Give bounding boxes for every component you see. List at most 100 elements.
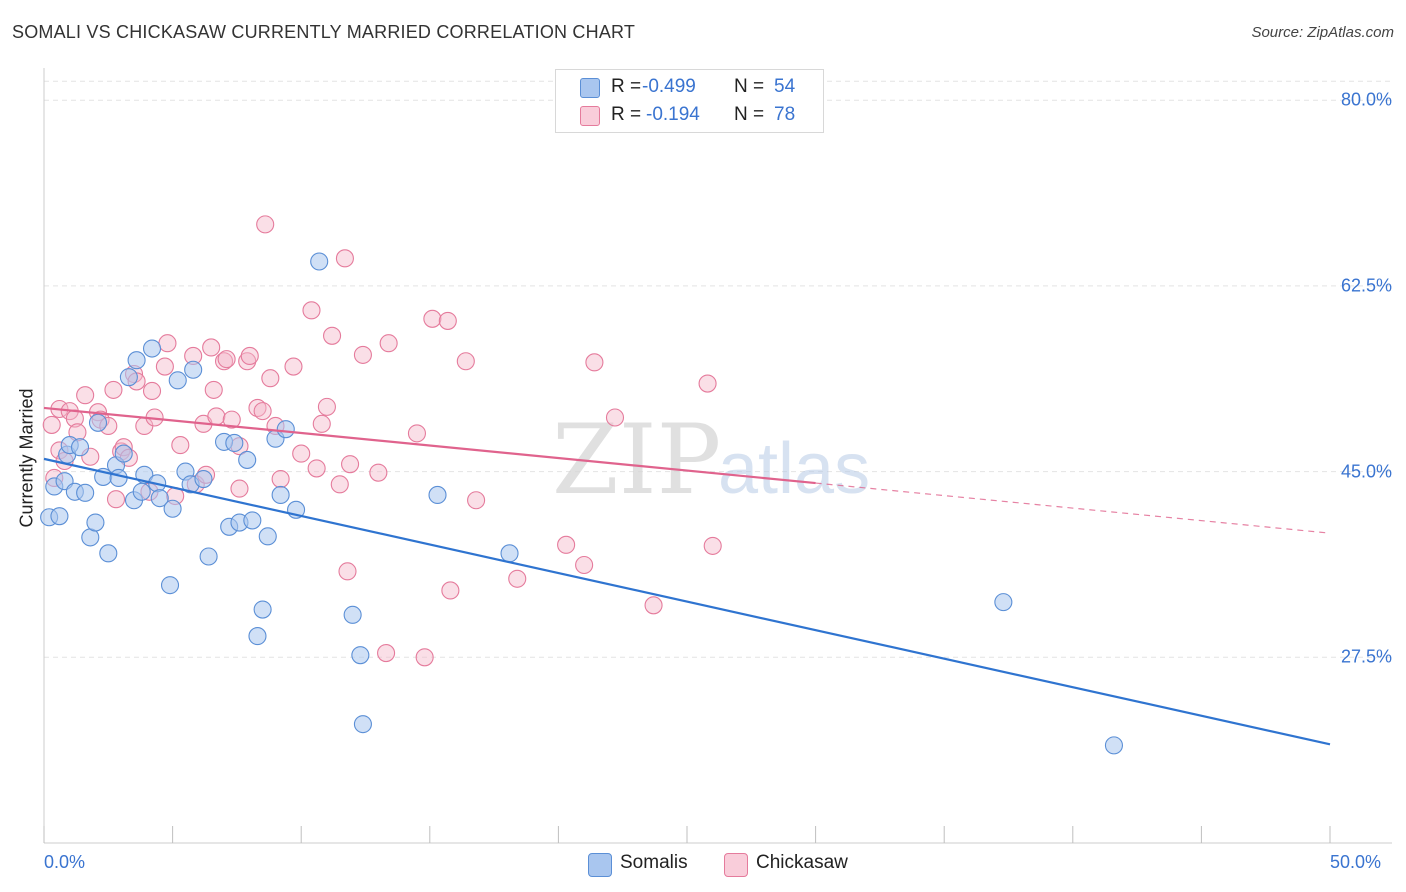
data-point [184,360,203,379]
data-point [214,352,234,371]
r-label: R = [611,76,642,97]
data-point [135,465,154,484]
r-label: R = [611,104,642,125]
data-point [42,415,61,434]
chickasaw-trend-line [43,406,816,485]
data-point [88,413,108,432]
data-point [163,499,182,518]
y-tick-label: 27.5% [1340,646,1392,667]
data-point [379,334,398,353]
y-tick-label: 62.5% [1340,275,1392,296]
data-point [243,511,262,530]
data-point [994,593,1013,612]
data-point [132,482,151,501]
stats-legend: R = -0.499 N = 54 R = -0.194 N = 78 [555,69,824,133]
data-point [106,490,126,509]
n-value-somalis: 54 [774,76,796,97]
data-point [284,357,303,376]
data-point [230,479,249,498]
data-point [127,351,146,370]
data-point [50,507,69,526]
data-point [415,648,434,667]
data-point [248,627,267,646]
data-point [500,544,519,563]
data-point [292,444,311,463]
data-point [377,644,396,663]
data-point [248,398,267,417]
data-point [456,352,475,371]
data-point [438,311,457,330]
data-point [253,600,272,619]
data-point [557,535,576,554]
y-tick-label: 45.0% [1340,461,1392,482]
data-point [240,346,259,366]
data-point [575,555,594,575]
data-point [204,380,223,399]
data-point [1104,736,1124,755]
data-point [441,581,460,600]
data-point [428,485,447,505]
data-point [150,489,169,508]
data-point [104,380,123,399]
chickasaw-legend-label: Chickasaw [756,852,848,873]
data-point [353,345,372,364]
chickasaw-legend-swatch [724,853,748,877]
axes [43,68,1392,844]
data-point [317,397,336,416]
data-point [109,468,128,488]
data-point [330,475,349,494]
watermark: ZIP atlas [552,404,870,516]
source-label: Source: ZipAtlas.com [1251,24,1394,41]
chart-title: SOMALI VS CHICKASAW CURRENTLY MARRIED CO… [12,22,636,42]
data-point [307,459,326,478]
data-point [256,215,275,234]
chickasaw-swatch [580,106,600,126]
data-point [353,715,372,734]
data-point [194,469,213,489]
data-point [271,469,290,489]
n-label: N = [734,76,765,97]
r-value-somalis: -0.499 [642,76,696,97]
data-point [158,334,177,353]
data-point [70,438,90,457]
somalis-points [40,252,1124,755]
x-tick-label-max: 50.0% [1330,852,1382,872]
data-point [703,536,722,555]
n-value-chickasaw: 78 [774,104,796,125]
data-point [199,547,218,566]
data-point [160,576,180,595]
data-point [171,436,190,455]
data-point [312,414,331,433]
data-point [335,249,354,268]
watermark-atlas: atlas [718,429,870,509]
data-point [99,544,118,563]
somalis-legend-label: Somalis [620,852,688,873]
data-point [238,450,257,469]
data-point [423,309,442,328]
chickasaw-trend-extension [815,482,1331,534]
data-point [407,424,426,443]
data-point [207,407,226,426]
data-point [119,368,138,387]
somalis-swatch [580,78,600,98]
y-tick-label: 80.0% [1340,89,1392,110]
data-point [261,369,280,388]
data-point [644,596,663,615]
data-point [225,433,244,453]
data-point [585,353,604,372]
data-point [343,605,362,624]
chickasaw-points [42,215,722,667]
somalis-trend-line [43,457,1331,746]
data-point [351,646,370,665]
data-point [86,513,105,532]
trend-lines [43,406,1331,746]
data-point [467,491,486,510]
data-point [155,357,174,376]
data-point [142,339,162,358]
data-point [302,301,321,320]
x-tick-label-min: 0.0% [44,852,86,872]
data-point [341,455,360,474]
data-point [338,562,357,581]
data-point [142,381,162,401]
